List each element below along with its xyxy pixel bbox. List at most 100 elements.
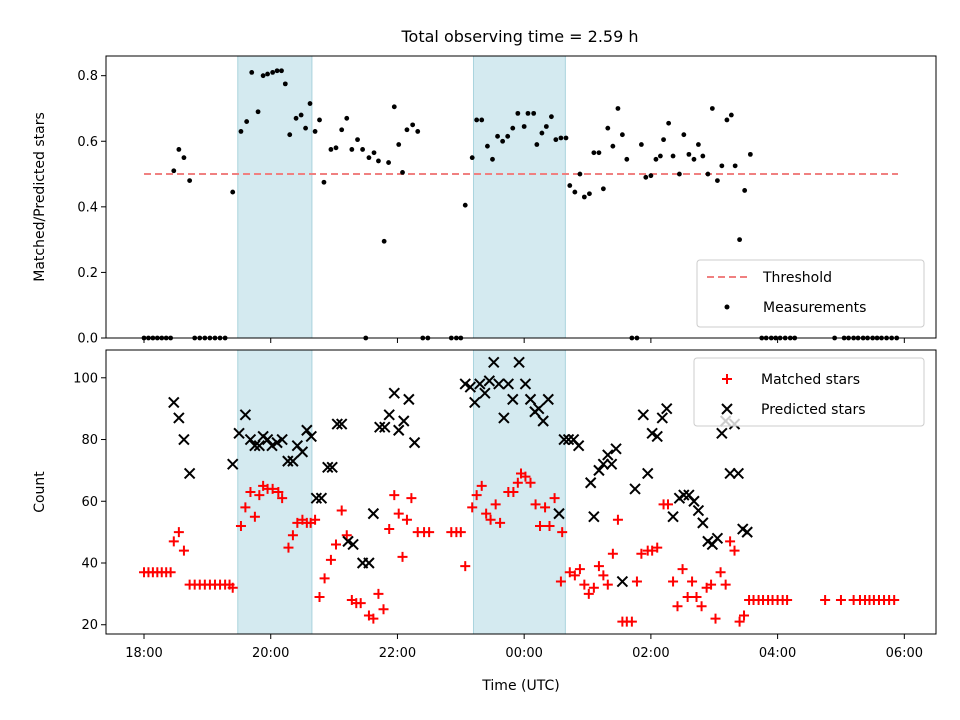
predicted-star-point xyxy=(322,461,334,474)
matched-star-point xyxy=(569,570,580,581)
measurement-point xyxy=(681,132,687,138)
measurement-point xyxy=(567,183,573,188)
predicted-star-point xyxy=(374,421,386,433)
matched-star-point xyxy=(455,527,466,538)
measurement-point xyxy=(638,142,644,147)
measurement-point xyxy=(732,163,738,169)
matched-star-point xyxy=(687,576,698,587)
measurement-point xyxy=(265,71,270,77)
y-tick-label: 80 xyxy=(81,433,98,448)
matched-star-point xyxy=(495,517,506,528)
measurement-point xyxy=(525,110,531,116)
matched-star-point xyxy=(512,477,523,488)
measurement-point xyxy=(238,129,244,134)
predicted-star-point xyxy=(584,477,597,489)
predicted-star-point xyxy=(513,356,525,369)
measurement-point xyxy=(298,112,304,118)
predicted-star-point xyxy=(233,427,245,440)
count-legend-box xyxy=(693,357,925,427)
measurement-point xyxy=(391,104,397,110)
predicted-star-point xyxy=(253,439,266,452)
measurement-point xyxy=(510,125,516,131)
measurement-point xyxy=(360,147,366,152)
matched-star-point xyxy=(168,536,179,547)
matched-star-point xyxy=(820,595,831,606)
predicted-star-point xyxy=(474,378,486,390)
predicted-star-point xyxy=(610,443,622,455)
matched-star-point xyxy=(598,570,609,581)
measurement-point xyxy=(410,122,416,128)
measurement-point xyxy=(187,178,193,184)
x-tick-label: 18:00 xyxy=(125,646,162,661)
measurement-point xyxy=(371,150,377,156)
predicted-star-point xyxy=(310,492,323,504)
measurement-point xyxy=(531,110,537,116)
measurement-point xyxy=(657,153,663,159)
matched-star-point xyxy=(178,545,189,556)
predicted-star-point xyxy=(168,396,180,409)
predicted-star-point xyxy=(244,433,257,446)
observing-interval-2 xyxy=(472,55,566,339)
predicted-star-point xyxy=(178,433,190,446)
predicted-star-point xyxy=(239,409,252,421)
x-tick-label: 22:00 xyxy=(379,646,416,661)
matched-star-point xyxy=(593,561,604,572)
measurement-point xyxy=(572,189,578,195)
predicted-star-point xyxy=(483,375,496,387)
ratio-panel-frame xyxy=(105,55,937,339)
measurement-point xyxy=(719,163,725,169)
predicted-star-point xyxy=(646,427,658,440)
measurement-point xyxy=(303,125,308,131)
matched-star-point xyxy=(481,508,492,519)
legend-matched-swatch xyxy=(722,374,732,384)
matched-star-point xyxy=(292,517,303,528)
measurement-point xyxy=(307,101,313,106)
observing-intervals xyxy=(237,55,566,339)
matched-star-point xyxy=(691,591,702,602)
matched-star-point xyxy=(310,514,321,525)
predicted-star-point xyxy=(602,449,614,461)
ratio-legend: Threshold Measurements xyxy=(696,259,925,328)
measurement-point xyxy=(724,117,730,123)
predicted-star-point xyxy=(629,483,641,495)
measurement-point xyxy=(279,68,284,74)
measurement-point xyxy=(260,73,266,79)
predicted-star-point xyxy=(507,393,519,406)
measurement-point xyxy=(381,238,387,244)
predicted-star-point xyxy=(678,489,690,501)
count-legend: Matched stars Predicted stars xyxy=(693,357,925,427)
measurement-point xyxy=(577,171,583,177)
x-tick-label: 06:00 xyxy=(886,646,923,661)
predicted-star-point xyxy=(637,409,649,421)
predicted-star-point xyxy=(616,575,629,588)
matched-star-point xyxy=(267,483,278,494)
measurement-point xyxy=(366,155,372,161)
predicted-star-point xyxy=(227,458,239,470)
measurement-point xyxy=(400,170,405,175)
predicted-star-point xyxy=(479,387,491,399)
measurement-point xyxy=(255,109,261,115)
y-tick-label: 0.0 xyxy=(77,332,98,347)
measurement-point xyxy=(274,68,280,74)
predicted-star-point xyxy=(367,507,380,520)
matched-star-point xyxy=(636,548,647,559)
matched-star-point xyxy=(373,588,384,599)
matched-star-point xyxy=(889,595,900,606)
matched-star-point xyxy=(240,502,251,513)
predicted-star-point xyxy=(459,378,471,390)
matched-star-point xyxy=(476,480,487,491)
measurement-point xyxy=(344,115,350,121)
measurement-point xyxy=(553,137,559,143)
matched-star-point xyxy=(662,499,673,510)
measurement-point xyxy=(670,153,676,159)
matched-star-point xyxy=(579,579,590,590)
y-tick-label: 20 xyxy=(81,618,98,633)
matched-star-point xyxy=(555,576,566,587)
predicted-star-point xyxy=(519,378,532,390)
predicted-star-point xyxy=(271,436,283,449)
matched-star-point xyxy=(583,588,594,599)
matched-star-point xyxy=(173,527,184,538)
x-tick-label: 04:00 xyxy=(759,646,796,661)
predicted-star-point xyxy=(498,412,510,424)
matched-star-point xyxy=(647,545,658,556)
